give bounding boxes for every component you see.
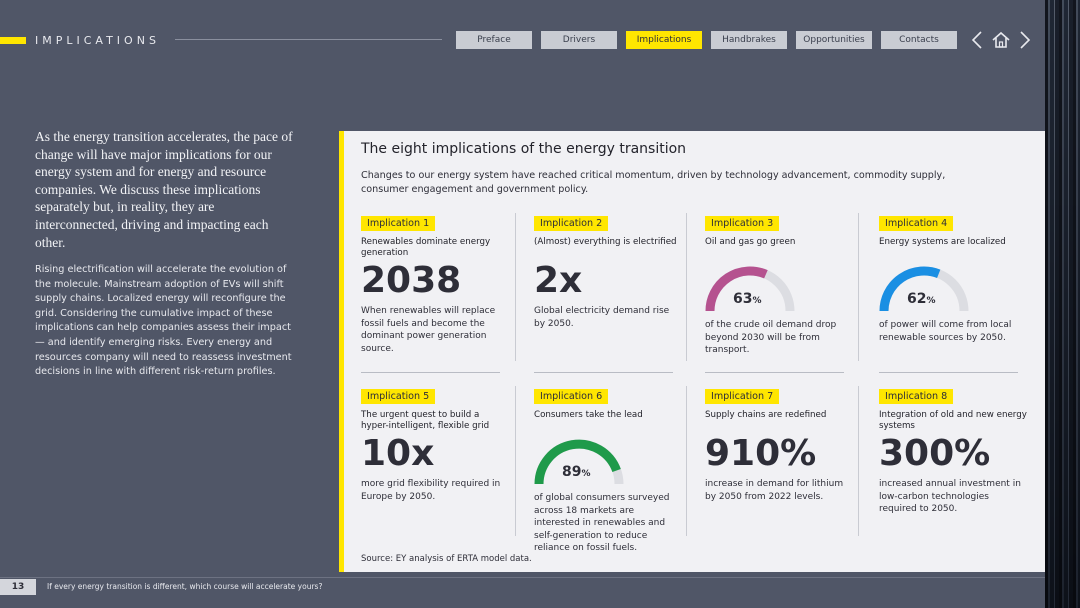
gauge-chart: 89% (534, 434, 634, 488)
tab-implications[interactable]: Implications (626, 31, 702, 49)
gauge-fill (534, 439, 621, 485)
city-photo (1045, 0, 1080, 608)
implication-4: Implication 4 Energy systems are localiz… (879, 213, 1027, 344)
implication-heading: The urgent quest to build a hyper-intell… (361, 410, 490, 431)
gauge-svg (879, 266, 969, 312)
gauge-fill (879, 266, 941, 312)
section-title: IMPLICATIONS (35, 34, 160, 47)
implication-description: increased annual investment in low-carbo… (879, 479, 1021, 515)
implication-heading: Oil and gas go green (705, 237, 796, 247)
implication-description: more grid flexibility required in Europe… (361, 479, 501, 502)
implication-description: of global consumers surveyed across 18 m… (534, 493, 670, 554)
column-divider (858, 213, 859, 361)
page-number: 13 (0, 579, 36, 595)
implication-8: Implication 8 Integration of old and new… (879, 386, 1027, 516)
source-note: Source: EY analysis of ERTA model data. (361, 554, 532, 564)
gauge-value: 63% (733, 291, 762, 307)
implication-tag: Implication 1 (361, 216, 436, 231)
implication-tag: Implication 5 (361, 389, 436, 404)
implication-description: of power will come from local renewable … (879, 320, 1012, 343)
implication-heading: (Almost) everything is electrified (534, 237, 677, 247)
implication-tag: Implication 3 (705, 216, 780, 231)
column-divider (515, 386, 516, 536)
implication-heading: Consumers take the lead (534, 410, 643, 420)
gauge-unit: % (752, 296, 762, 306)
card-title: The eight implications of the energy tra… (361, 141, 687, 157)
implication-tag: Implication 6 (534, 389, 609, 404)
implication-stat: 2x (534, 260, 583, 301)
tab-handbrakes[interactable]: Handbrakes (711, 31, 787, 49)
gauge-unit: % (581, 469, 591, 479)
gauge-value: 62% (907, 291, 936, 307)
implication-stat: 10x (361, 433, 435, 474)
row-divider (534, 372, 673, 373)
gauge-svg (705, 266, 795, 312)
implication-5: Implication 5 The urgent quest to build … (361, 386, 509, 503)
implication-heading: Integration of old and new energy system… (879, 410, 1027, 431)
implication-heading: Supply chains are redefined (705, 410, 827, 420)
gauge-svg (534, 439, 624, 485)
column-divider (686, 386, 687, 536)
implication-1: Implication 1 Renewables dominate energy… (361, 213, 509, 355)
column-divider (515, 213, 516, 361)
chevron-right-icon[interactable] (1018, 30, 1032, 54)
gauge-chart: 63% (705, 261, 805, 315)
gauge-unit: % (926, 296, 936, 306)
implication-3: Implication 3 Oil and gas go green 63% o… (705, 213, 853, 357)
column-divider (686, 213, 687, 361)
row-divider (705, 372, 844, 373)
implication-stat: 910% (705, 433, 817, 474)
implication-tag: Implication 7 (705, 389, 780, 404)
implication-description: Global electricity demand rise by 2050. (534, 306, 670, 329)
implication-heading: Energy systems are localized (879, 237, 1006, 247)
footer-tagline: If every energy transition is different,… (47, 582, 323, 591)
gauge-number: 89 (562, 464, 582, 480)
tab-drivers[interactable]: Drivers (541, 31, 617, 49)
header-divider (175, 39, 442, 40)
footer-divider (0, 577, 1045, 578)
home-icon[interactable] (991, 30, 1011, 54)
gauge-value: 89% (562, 464, 591, 480)
implication-2: Implication 2 (Almost) everything is ele… (534, 213, 682, 330)
implication-description: When renewables will replace fossil fuel… (361, 306, 496, 354)
row-divider (361, 372, 500, 373)
implication-stat: 2038 (361, 260, 462, 301)
gauge-fill (705, 266, 768, 312)
intro-paragraph: As the energy transition accelerates, th… (35, 129, 293, 250)
implication-tag: Implication 2 (534, 216, 609, 231)
implication-tag: Implication 4 (879, 216, 954, 231)
tab-contacts[interactable]: Contacts (881, 31, 957, 49)
implication-6: Implication 6 Consumers take the lead 89… (534, 386, 682, 555)
implication-stat: 300% (879, 433, 991, 474)
implication-tag: Implication 8 (879, 389, 954, 404)
implication-description: increase in demand for lithium by 2050 f… (705, 479, 844, 502)
gauge-number: 62 (907, 291, 927, 307)
gauge-number: 63 (733, 291, 753, 307)
chevron-left-icon[interactable] (970, 30, 984, 54)
card-subtitle: Changes to our energy system have reache… (361, 170, 946, 195)
implication-heading: Renewables dominate energy generation (361, 237, 491, 258)
tab-preface[interactable]: Preface (456, 31, 532, 49)
card-accent-bar (339, 131, 344, 572)
top-nav: Preface Drivers Implications Handbrakes … (456, 31, 957, 49)
implication-description: of the crude oil demand drop beyond 2030… (705, 320, 837, 356)
body-paragraph: Rising electrification will accelerate t… (35, 264, 292, 378)
implication-7: Implication 7 Supply chains are redefine… (705, 386, 853, 503)
implications-card: The eight implications of the energy tra… (339, 131, 1045, 572)
section-accent-bar (0, 37, 26, 44)
tab-opportunities[interactable]: Opportunities (796, 31, 872, 49)
column-divider (858, 386, 859, 536)
gauge-chart: 62% (879, 261, 979, 315)
row-divider (879, 372, 1018, 373)
